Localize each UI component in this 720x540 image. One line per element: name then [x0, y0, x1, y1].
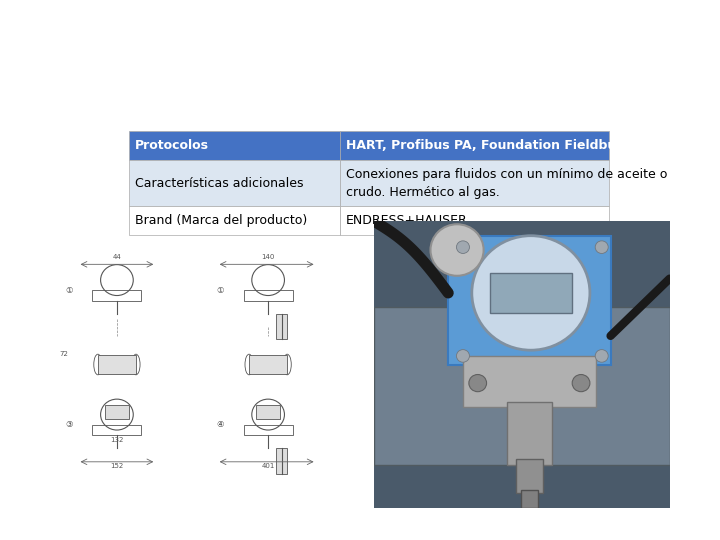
Text: 140: 140 — [261, 254, 275, 260]
Text: 152: 152 — [110, 463, 124, 469]
Bar — [129, 160, 341, 206]
Bar — [243, 291, 292, 301]
Text: HART, Profibus PA, Foundation Fieldbus: HART, Profibus PA, Foundation Fieldbus — [346, 139, 624, 152]
Bar — [98, 355, 136, 374]
Bar — [92, 291, 141, 301]
Circle shape — [456, 349, 469, 362]
Text: Protocolos: Protocolos — [135, 139, 209, 152]
Bar — [341, 160, 609, 206]
Text: ENDRESS+HAUSER: ENDRESS+HAUSER — [346, 214, 467, 227]
Bar — [92, 425, 141, 435]
Text: Brand (Marca del producto): Brand (Marca del producto) — [135, 214, 307, 227]
Text: Características adicionales: Características adicionales — [135, 177, 303, 190]
Text: ①: ① — [217, 286, 224, 295]
Bar — [276, 448, 287, 474]
Text: ③: ③ — [66, 421, 73, 429]
Bar — [276, 314, 287, 339]
Bar — [490, 273, 572, 313]
Bar — [105, 404, 129, 419]
Text: ④: ④ — [217, 421, 224, 429]
Text: ①: ① — [66, 286, 73, 295]
Bar — [129, 206, 341, 235]
Bar — [463, 356, 596, 407]
Bar — [341, 206, 609, 235]
Bar — [516, 459, 543, 494]
Bar — [448, 235, 611, 364]
Circle shape — [431, 224, 484, 276]
Bar — [243, 425, 292, 435]
Bar — [521, 490, 539, 508]
Bar — [129, 131, 341, 160]
Bar — [341, 131, 609, 160]
Circle shape — [572, 375, 590, 392]
Circle shape — [456, 241, 469, 253]
Bar — [256, 404, 280, 419]
Circle shape — [469, 375, 487, 392]
Circle shape — [472, 235, 590, 350]
Text: 132: 132 — [110, 437, 124, 443]
Text: 72: 72 — [60, 351, 68, 357]
Bar — [249, 355, 287, 374]
Bar — [507, 402, 552, 464]
Text: 401: 401 — [261, 463, 275, 469]
Bar — [374, 307, 670, 464]
Circle shape — [595, 349, 608, 362]
Circle shape — [595, 241, 608, 253]
Text: 44: 44 — [112, 254, 121, 260]
Text: Conexiones para fluidos con un mínimo de aceite o
crudo. Hermético al gas.: Conexiones para fluidos con un mínimo de… — [346, 168, 667, 199]
